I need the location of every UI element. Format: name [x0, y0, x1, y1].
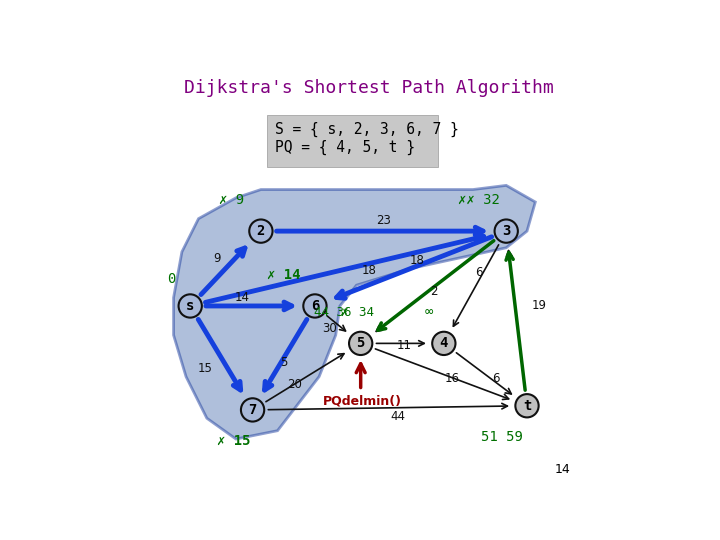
Text: 44 36 34: 44 36 34: [314, 306, 374, 319]
Text: Dijkstra's Shortest Path Algorithm: Dijkstra's Shortest Path Algorithm: [184, 79, 554, 97]
Text: 14: 14: [235, 291, 250, 304]
Circle shape: [249, 219, 273, 243]
Text: 3: 3: [502, 224, 510, 238]
Text: ✗ 15: ✗ 15: [217, 434, 251, 448]
Text: 15: 15: [197, 362, 212, 375]
Circle shape: [516, 394, 539, 417]
Text: 16: 16: [445, 372, 459, 385]
Circle shape: [349, 332, 372, 355]
Text: ✗✗ 32: ✗✗ 32: [458, 193, 500, 207]
Text: 51 59: 51 59: [481, 430, 523, 444]
Text: ∞: ∞: [425, 305, 433, 319]
Text: 6: 6: [311, 299, 319, 313]
Text: 20: 20: [287, 379, 302, 392]
Text: 4: 4: [440, 336, 448, 350]
Text: 30: 30: [322, 322, 337, 335]
Text: 11: 11: [397, 339, 412, 352]
FancyBboxPatch shape: [267, 114, 438, 167]
Text: 19: 19: [532, 300, 547, 313]
Text: ✗ 9: ✗ 9: [219, 193, 244, 207]
Text: 7: 7: [248, 403, 257, 417]
Circle shape: [179, 294, 202, 318]
Text: PQdelmin(): PQdelmin(): [323, 395, 402, 408]
Text: 6: 6: [492, 372, 500, 385]
Text: 0: 0: [167, 272, 176, 286]
Text: 44: 44: [391, 410, 405, 423]
Text: 23: 23: [376, 214, 391, 227]
Text: 2: 2: [430, 285, 437, 298]
Text: 18: 18: [361, 264, 377, 277]
Text: ✗ 14: ✗ 14: [267, 268, 300, 282]
Polygon shape: [174, 185, 535, 439]
Text: S = { s, 2, 3, 6, 7 }
PQ = { 4, 5, t }: S = { s, 2, 3, 6, 7 } PQ = { 4, 5, t }: [276, 122, 459, 155]
Text: 6: 6: [475, 266, 483, 279]
Circle shape: [241, 399, 264, 422]
Circle shape: [495, 219, 518, 243]
Text: 14: 14: [555, 463, 571, 476]
Circle shape: [303, 294, 327, 318]
Text: 5: 5: [356, 336, 365, 350]
Text: 9: 9: [214, 252, 221, 265]
Text: 18: 18: [410, 254, 424, 267]
Circle shape: [432, 332, 456, 355]
Text: t: t: [523, 399, 531, 413]
Text: 2: 2: [257, 224, 265, 238]
Text: ✗: ✗: [341, 306, 348, 319]
Text: 5: 5: [280, 356, 287, 369]
Text: s: s: [186, 299, 194, 313]
